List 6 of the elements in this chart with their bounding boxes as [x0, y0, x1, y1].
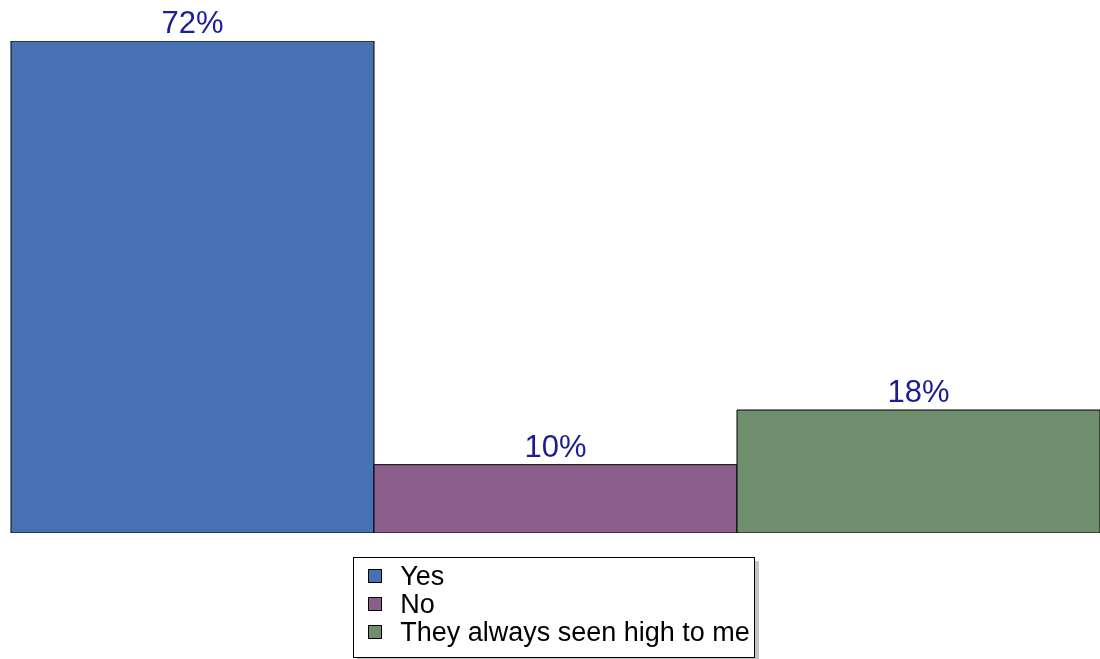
data-label: 72%: [161, 5, 224, 40]
data-label: 10%: [524, 428, 587, 464]
legend-label: They always seen high to me: [400, 617, 750, 647]
legend-label: No: [400, 589, 435, 619]
data-label: 18%: [887, 374, 950, 409]
legend-label: Yes: [400, 561, 445, 591]
